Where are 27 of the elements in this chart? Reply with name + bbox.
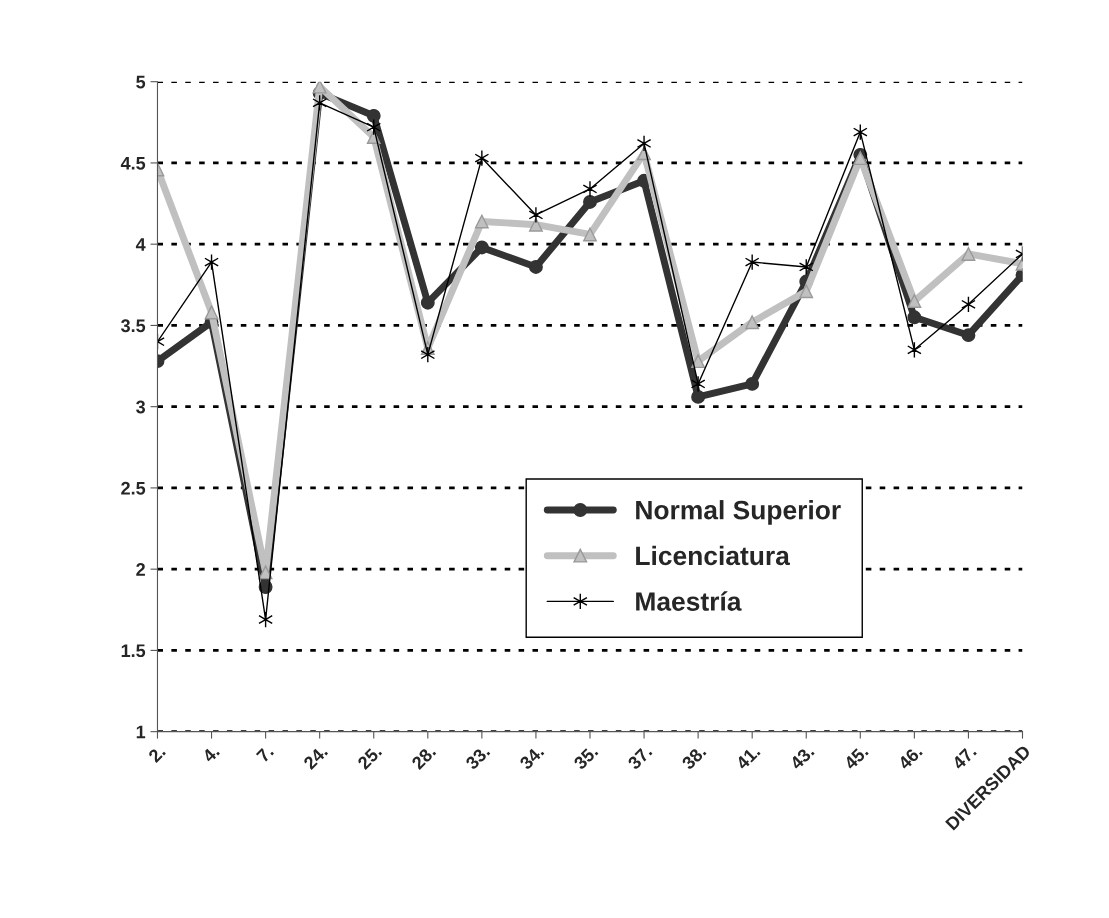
x-tick-label: 35. — [572, 744, 599, 771]
y-tick-label: 2 — [136, 563, 145, 576]
y-tick-label: 5 — [136, 75, 146, 89]
y-tick-label: 3 — [136, 400, 146, 414]
x-tick-label: 2. — [147, 744, 166, 763]
x-tick-label: 43. — [789, 744, 815, 771]
x-tick-label: 24. — [302, 744, 329, 771]
x-tick-label: 45. — [843, 744, 869, 771]
x-tick-label: 28. — [410, 744, 437, 771]
y-tick-label: 4 — [135, 238, 146, 251]
x-tick-label: 41. — [735, 744, 761, 771]
x-tick-label: 38. — [681, 744, 707, 771]
x-tick-label: 37. — [626, 744, 653, 771]
x-tick-label: 34. — [518, 744, 545, 771]
x-tick-label: 25. — [356, 744, 383, 771]
legend-label: Normal Superior — [636, 500, 841, 525]
legend-label: Licenciatura — [636, 545, 791, 566]
y-tick-label: 1.5 — [121, 644, 146, 658]
x-tick-label: 7. — [255, 744, 274, 763]
y-tick-label: 4.5 — [120, 157, 146, 170]
x-tick-label: 46. — [897, 744, 923, 771]
y-tick-label: 3.5 — [120, 319, 146, 333]
x-tick-label: 4. — [201, 744, 220, 764]
y-tick-label: 1 — [136, 725, 146, 739]
legend-label: Maestría — [636, 591, 742, 611]
x-tick-label: 33. — [464, 744, 491, 771]
y-tick-label: 2.5 — [121, 481, 146, 495]
